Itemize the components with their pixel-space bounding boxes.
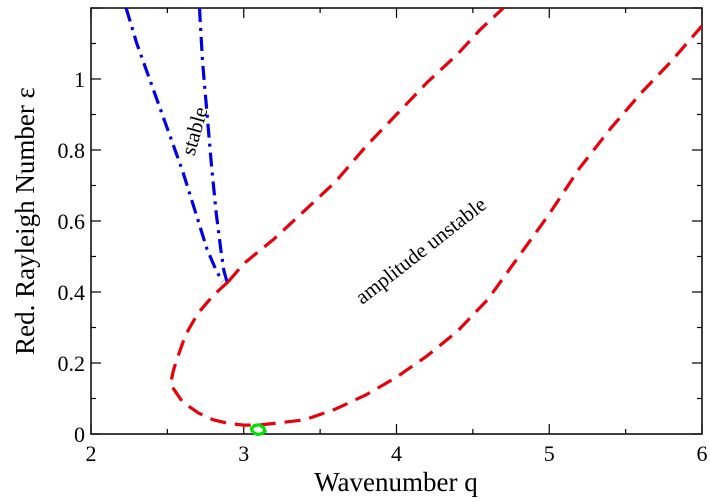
y-tick-label: 0.8 <box>58 138 86 163</box>
y-tick-labels: 0 0.2 0.4 0.6 0.8 1 <box>58 67 86 447</box>
curve-dashed-0 <box>168 24 702 427</box>
x-tick-label: 6 <box>697 441 708 466</box>
x-tick-label: 3 <box>238 441 249 466</box>
curve-dashdot-3 <box>197 8 229 282</box>
y-tick-label: 0 <box>74 422 85 447</box>
curve-dashed-1 <box>227 8 505 283</box>
curve-solid-4 <box>249 423 267 436</box>
y-tick-label: 1 <box>74 67 85 92</box>
curve-dashdot-2 <box>124 8 224 283</box>
x-axis-title: Wavenumber q <box>314 467 478 497</box>
y-tick-label: 0.2 <box>58 351 86 376</box>
y-tick-label: 0.6 <box>58 209 86 234</box>
y-tick-label: 0.4 <box>58 280 86 305</box>
curves <box>124 8 702 436</box>
x-tick-labels: 2 3 4 5 6 <box>86 441 708 466</box>
x-tick-label: 5 <box>544 441 555 466</box>
axis-ticks <box>90 7 703 435</box>
annotation-amplitude-unstable: amplitude unstable <box>351 192 491 309</box>
x-tick-label: 4 <box>391 441 402 466</box>
x-tick-label: 2 <box>86 441 97 466</box>
y-axis-title: Red. Rayleigh Number ε <box>10 87 40 355</box>
plot-frame <box>90 7 703 435</box>
